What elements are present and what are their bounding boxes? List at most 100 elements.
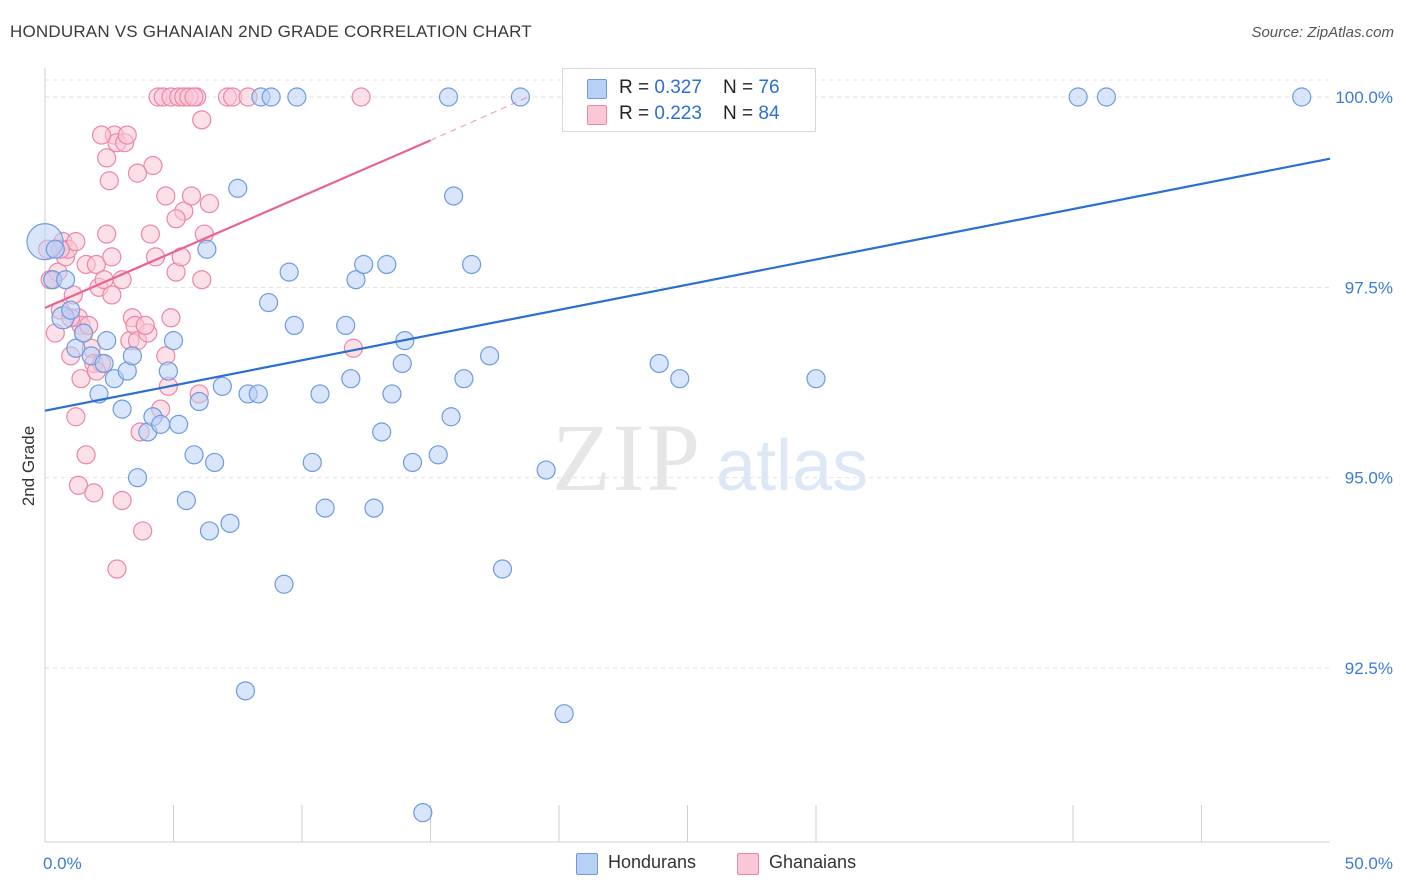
ghanaians-trend-extension <box>430 96 529 141</box>
honduran-point <box>382 384 402 404</box>
ghanaian-point <box>351 87 371 107</box>
honduran-point <box>1292 87 1312 107</box>
honduran-point <box>649 353 669 374</box>
ghanaian-point <box>91 125 112 145</box>
bottom-legend-label: Ghanaians <box>769 852 857 872</box>
honduran-point <box>163 331 184 351</box>
honduran-point <box>670 369 690 389</box>
legend-swatch-hondurans <box>587 79 607 99</box>
honduran-point <box>94 353 114 374</box>
honduran-point <box>444 186 464 206</box>
honduran-point <box>212 376 232 396</box>
hondurans-trend-line <box>44 157 1331 412</box>
honduran-point <box>1068 87 1088 107</box>
ghanaian-point <box>161 308 181 328</box>
honduran-point <box>197 239 217 259</box>
ghanaian-point <box>166 209 186 229</box>
legend-r-label: R = <box>619 77 655 98</box>
honduran-point <box>189 391 209 412</box>
ghanaian-point <box>117 125 137 145</box>
y-tick-label: 97.5% <box>1345 278 1393 297</box>
honduran-point <box>73 323 94 343</box>
honduran-point <box>45 239 65 259</box>
honduran-point <box>279 262 299 282</box>
y-tick-label: 100.0% <box>1335 88 1393 107</box>
ghanaians-trend-line <box>44 139 431 309</box>
honduran-point <box>428 445 448 465</box>
ghanaian-point <box>112 490 132 511</box>
honduran-point <box>66 338 86 358</box>
honduran-point <box>462 254 482 275</box>
honduran-point <box>392 353 412 374</box>
ghanaian-point <box>68 475 89 495</box>
honduran-point <box>176 490 196 511</box>
honduran-point <box>372 422 392 442</box>
honduran-point <box>302 452 322 473</box>
y-tick-label: 95.0% <box>1345 469 1393 488</box>
ghanaian-point <box>76 445 96 465</box>
honduran-point <box>169 414 189 434</box>
honduran-point <box>806 369 826 389</box>
ghanaian-point <box>86 254 107 275</box>
ghanaian-point <box>99 171 119 191</box>
y-tick-label: 92.5% <box>1345 659 1393 678</box>
ghanaian-point <box>192 270 212 290</box>
honduran-point <box>274 574 294 594</box>
honduran-point <box>336 315 356 335</box>
honduran-point <box>205 452 225 473</box>
ghanaian-point <box>97 148 117 168</box>
ghanaian-point <box>133 521 153 541</box>
honduran-point <box>310 384 330 404</box>
honduran-point <box>220 513 240 533</box>
watermark-atlas: atlas <box>716 426 868 506</box>
honduran-point <box>554 704 574 724</box>
ghanaian-point <box>140 224 160 244</box>
bottom-legend-swatch-hondurans <box>576 853 598 875</box>
honduran-point <box>235 681 256 701</box>
hondurans-points <box>26 87 1312 823</box>
legend-r-label: R = <box>619 103 655 124</box>
ghanaian-point <box>127 163 148 183</box>
honduran-point <box>510 87 531 107</box>
bottom-legend-swatch-ghanaians <box>737 853 759 875</box>
honduran-point <box>248 384 268 404</box>
source-label: Source: ZipAtlas.com <box>1251 24 1394 41</box>
honduran-point <box>158 361 178 381</box>
honduran-point <box>261 87 281 107</box>
honduran-point <box>454 369 474 389</box>
stats-legend: R = 0.327 N = 76 R = 0.223 N = 84 <box>562 68 816 132</box>
legend-r-value: 0.327 <box>654 77 702 98</box>
honduran-point <box>341 369 361 389</box>
honduran-point <box>364 498 384 518</box>
ghanaian-point <box>199 193 220 214</box>
honduran-point <box>480 346 500 366</box>
ghanaian-point <box>102 285 122 305</box>
trend-layer <box>44 96 1331 412</box>
honduran-point <box>536 460 556 480</box>
chart-title: HONDURAN VS GHANAIAN 2ND GRADE CORRELATI… <box>10 22 532 41</box>
honduran-point <box>287 87 307 107</box>
legend-r-value: 0.223 <box>654 103 702 124</box>
ghanaian-point <box>192 110 212 130</box>
honduran-point <box>258 292 279 313</box>
ghanaian-point <box>97 224 117 244</box>
honduran-point <box>151 414 171 434</box>
honduran-point <box>441 407 461 427</box>
ghanaian-point <box>156 186 176 206</box>
x-tick-label: 50.0% <box>1345 854 1393 873</box>
honduran-point <box>228 178 248 198</box>
watermark-zip: ZIP <box>552 404 702 511</box>
honduran-point <box>122 346 142 366</box>
ghanaian-point <box>71 369 91 389</box>
ghanaian-point <box>184 87 204 107</box>
legend-n-value: 76 <box>758 77 780 98</box>
ghanaian-point <box>102 247 122 267</box>
honduran-point <box>284 315 304 335</box>
honduran-point <box>112 399 132 419</box>
ghanaian-point <box>107 559 127 579</box>
ghanaians-points <box>37 87 371 579</box>
ghanaian-point <box>66 232 86 252</box>
honduran-point <box>377 254 397 275</box>
x-tick-label: 0.0% <box>43 854 82 873</box>
legend-n-label: N = <box>723 77 759 98</box>
